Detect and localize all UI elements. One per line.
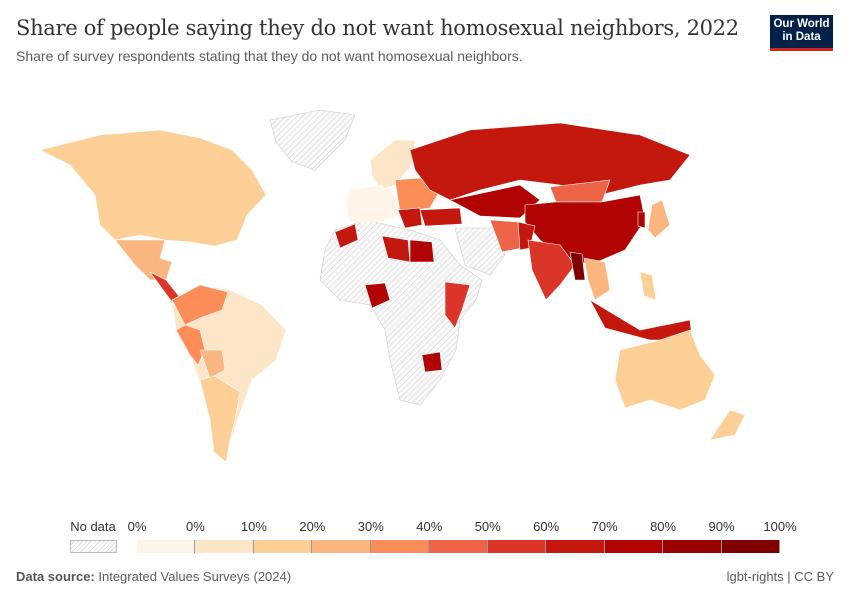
argentina-chile[interactable] — [199, 375, 241, 463]
africa[interactable] — [319, 219, 483, 406]
south-america[interactable] — [171, 284, 287, 463]
source-text[interactable]: Integrated Values Surveys (2024) — [98, 569, 292, 584]
legend-label: 100% — [763, 519, 797, 534]
legend-label: 80% — [650, 519, 677, 534]
color-legend: No data 0% 0% 10% 20% 30% 40% 50% 60% 70% 80% 90% 1… — [0, 515, 850, 555]
russia[interactable] — [409, 122, 691, 201]
ethiopia-kenya[interactable] — [444, 281, 471, 329]
southeast-asia[interactable] — [583, 257, 611, 301]
greenland[interactable] — [269, 109, 356, 171]
indonesia[interactable] — [589, 299, 693, 341]
myanmar[interactable] — [569, 251, 586, 281]
logo-text: Our World in Data — [773, 18, 830, 43]
legend-bin[interactable] — [663, 540, 722, 553]
legend-label: 0% — [127, 519, 147, 534]
legend-bin[interactable] — [312, 540, 371, 553]
legend-label: 40% — [416, 519, 443, 534]
legend-label: 70% — [591, 519, 618, 534]
new-zealand[interactable] — [709, 409, 746, 441]
data-source: Data source: Integrated Values Surveys (… — [16, 569, 291, 584]
bolivia[interactable] — [199, 349, 226, 379]
chart-title: Share of people saying they do not want … — [16, 16, 739, 40]
legend-label: 50% — [474, 519, 501, 534]
australia[interactable] — [614, 329, 716, 411]
no-data-swatch — [70, 540, 117, 553]
mexico[interactable] — [114, 239, 173, 281]
legend-bin[interactable] — [546, 540, 605, 553]
legend-label: 10% — [240, 519, 267, 534]
scandinavia[interactable] — [369, 139, 416, 191]
legend-bin[interactable] — [721, 540, 780, 553]
legend-bin[interactable] — [195, 540, 254, 553]
legend-bin[interactable] — [370, 540, 430, 553]
owid-logo[interactable]: Our World in Data — [770, 15, 833, 51]
balkans[interactable] — [397, 207, 423, 229]
legend-label: 60% — [533, 519, 560, 534]
license[interactable]: lgbt-rights | CC BY — [726, 569, 834, 584]
legend-bin[interactable] — [604, 540, 664, 553]
legend-label: 0% — [186, 519, 205, 534]
legend-bin[interactable] — [137, 540, 196, 553]
philippines[interactable] — [639, 271, 657, 301]
turkey[interactable] — [419, 207, 463, 227]
egypt[interactable] — [409, 239, 435, 263]
legend-bin[interactable] — [487, 540, 547, 553]
nigeria[interactable] — [364, 282, 391, 309]
no-data-label: No data — [70, 519, 116, 534]
legend-label: 30% — [357, 519, 384, 534]
legend-bin[interactable] — [253, 540, 313, 553]
western-europe[interactable] — [344, 184, 401, 223]
middle-east[interactable] — [454, 227, 506, 276]
zimbabwe[interactable] — [421, 351, 443, 373]
india[interactable] — [527, 239, 576, 301]
korea[interactable] — [637, 211, 646, 229]
source-label: Data source: — [16, 569, 95, 584]
world-map — [39, 109, 746, 463]
japan[interactable] — [647, 199, 671, 239]
chart-subtitle: Share of survey respondents stating that… — [16, 48, 523, 64]
morocco[interactable] — [334, 223, 359, 249]
legend-bin[interactable] — [429, 540, 488, 553]
legend-label: 20% — [299, 519, 326, 534]
north-america[interactable] — [39, 129, 267, 247]
legend-label: 90% — [708, 519, 735, 534]
